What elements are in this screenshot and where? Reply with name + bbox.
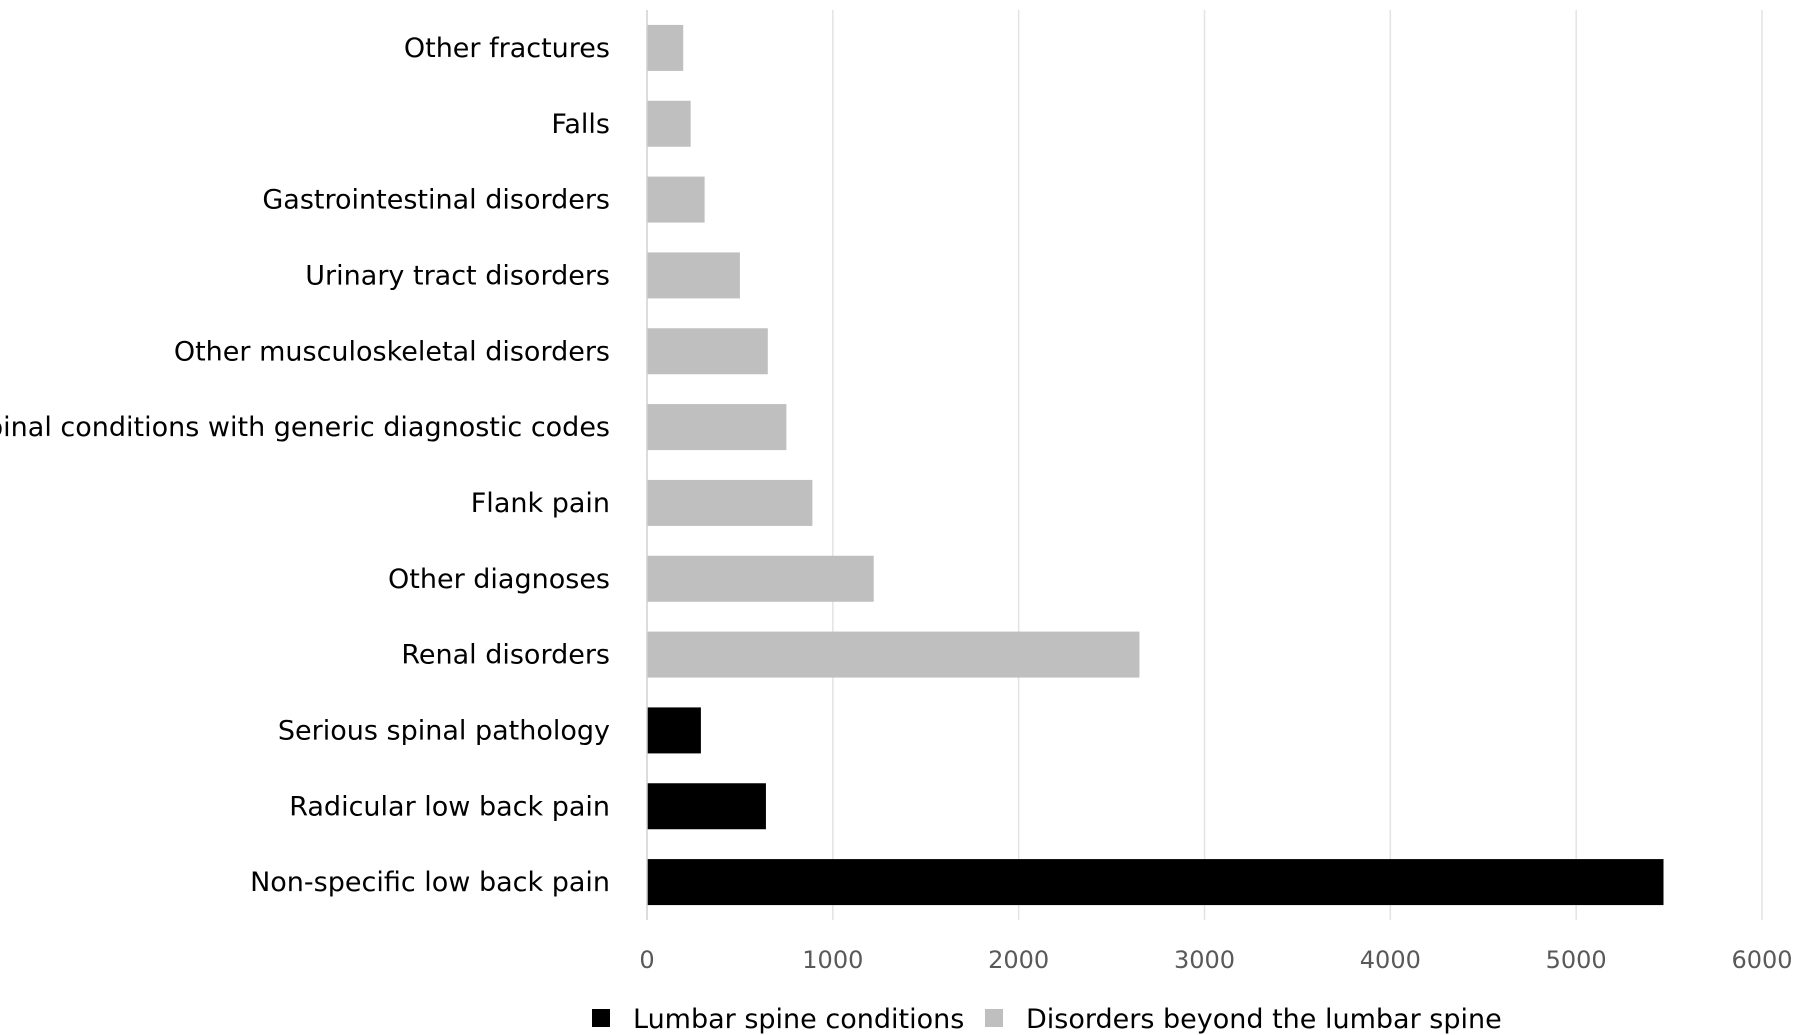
bar	[647, 24, 684, 71]
bar	[647, 859, 1664, 906]
gridlines	[832, 10, 1763, 920]
legend-swatch-beyond	[985, 1009, 1003, 1027]
bar	[647, 100, 691, 147]
category-label: Flank pain	[471, 488, 610, 519]
legend-label-beyond: Disorders beyond the lumbar spine	[1026, 1004, 1502, 1035]
category-label: Other fractures	[404, 33, 610, 64]
x-tick-label: 5000	[1546, 946, 1607, 974]
category-label: Renal disorders	[401, 640, 610, 671]
bar	[647, 707, 701, 754]
bar	[647, 252, 740, 299]
category-label: Other diagnoses	[388, 564, 610, 595]
x-tick-label: 6000	[1731, 946, 1792, 974]
category-label: Other musculoskeletal disorders	[174, 336, 610, 367]
bar	[647, 404, 787, 451]
bar	[647, 631, 1140, 678]
category-label: Gastrointestinal disorders	[262, 185, 610, 216]
x-tick-label: 4000	[1360, 946, 1421, 974]
category-label: Falls	[551, 109, 610, 140]
category-label: Non-specific low back pain	[250, 867, 610, 898]
bar	[647, 555, 874, 602]
bars	[647, 24, 1664, 906]
category-label: Spinal conditions with generic diagnosti…	[0, 412, 610, 443]
legend-swatch-lumbar	[592, 1009, 610, 1027]
category-labels: Other fractures Falls Gastrointestinal dis…	[0, 33, 610, 898]
legend: Lumbar spine conditions Disorders beyond…	[592, 1004, 1502, 1035]
category-label: Urinary tract disorders	[305, 260, 610, 291]
bar	[647, 176, 705, 223]
category-label: Radicular low back pain	[289, 791, 610, 822]
x-tick-label: 3000	[1174, 946, 1235, 974]
bar	[647, 783, 766, 830]
x-tick-label: 1000	[802, 946, 863, 974]
legend-label-lumbar: Lumbar spine conditions	[633, 1004, 964, 1035]
x-tick-label: 2000	[988, 946, 1049, 974]
x-tick-label: 0	[639, 946, 654, 974]
bar	[647, 479, 813, 526]
bar	[647, 328, 768, 375]
x-axis-ticks: 0 1000 2000 3000 4000 5000 6000	[639, 946, 1792, 974]
category-label: Serious spinal pathology	[278, 715, 610, 746]
